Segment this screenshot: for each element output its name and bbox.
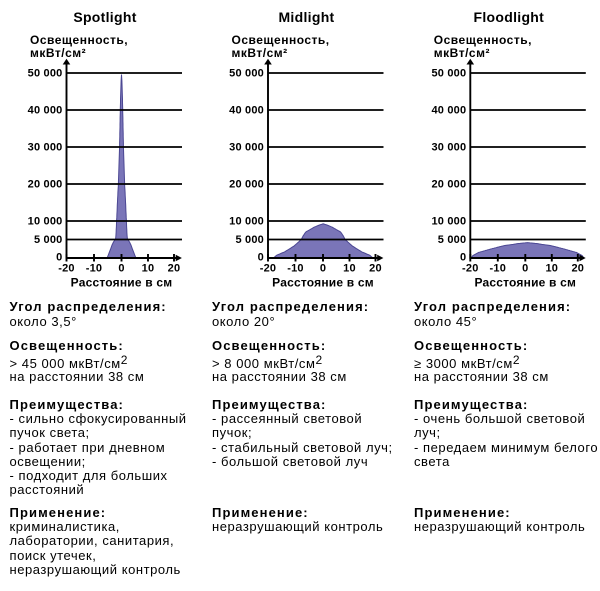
svg-text:30 000: 30 000 — [28, 142, 63, 154]
svg-text:5 000: 5 000 — [438, 234, 467, 246]
svg-text:5 000: 5 000 — [34, 234, 63, 246]
svg-text:10: 10 — [343, 263, 356, 275]
svg-text:10 000: 10 000 — [229, 216, 264, 228]
svg-text:50 000: 50 000 — [431, 68, 466, 80]
svg-text:50 000: 50 000 — [229, 68, 264, 80]
svg-text:0: 0 — [56, 252, 62, 264]
svg-text:10: 10 — [545, 263, 558, 275]
svg-text:-20: -20 — [462, 263, 479, 275]
svg-text:20: 20 — [168, 263, 181, 275]
svg-text:Расстояние в см: Расстояние в см — [474, 276, 576, 290]
svg-text:20 000: 20 000 — [229, 179, 264, 191]
svg-text:0: 0 — [460, 252, 466, 264]
svg-text:10 000: 10 000 — [431, 216, 466, 228]
svg-text:30 000: 30 000 — [431, 142, 466, 154]
svg-text:20: 20 — [369, 263, 382, 275]
svg-text:40 000: 40 000 — [431, 105, 466, 117]
svg-text:Расстояние в см: Расстояние в см — [272, 276, 374, 290]
svg-text:-20: -20 — [58, 263, 75, 275]
svg-text:-10: -10 — [86, 263, 103, 275]
svg-text:-10: -10 — [287, 263, 304, 275]
svg-text:10 000: 10 000 — [28, 216, 63, 228]
svg-text:-20: -20 — [260, 263, 277, 275]
svg-text:20 000: 20 000 — [28, 179, 63, 191]
svg-text:50 000: 50 000 — [28, 68, 63, 80]
svg-text:20: 20 — [571, 263, 584, 275]
svg-text:0: 0 — [522, 263, 528, 275]
svg-text:30 000: 30 000 — [229, 142, 264, 154]
svg-text:10: 10 — [142, 263, 155, 275]
svg-text:0: 0 — [118, 263, 124, 275]
svg-text:20 000: 20 000 — [431, 179, 466, 191]
svg-text:5 000: 5 000 — [235, 234, 264, 246]
svg-text:40 000: 40 000 — [28, 105, 63, 117]
svg-text:0: 0 — [258, 252, 264, 264]
svg-text:0: 0 — [320, 263, 326, 275]
svg-text:Расстояние в см: Расстояние в см — [71, 276, 173, 290]
svg-text:40 000: 40 000 — [229, 105, 264, 117]
svg-text:-10: -10 — [490, 263, 507, 275]
